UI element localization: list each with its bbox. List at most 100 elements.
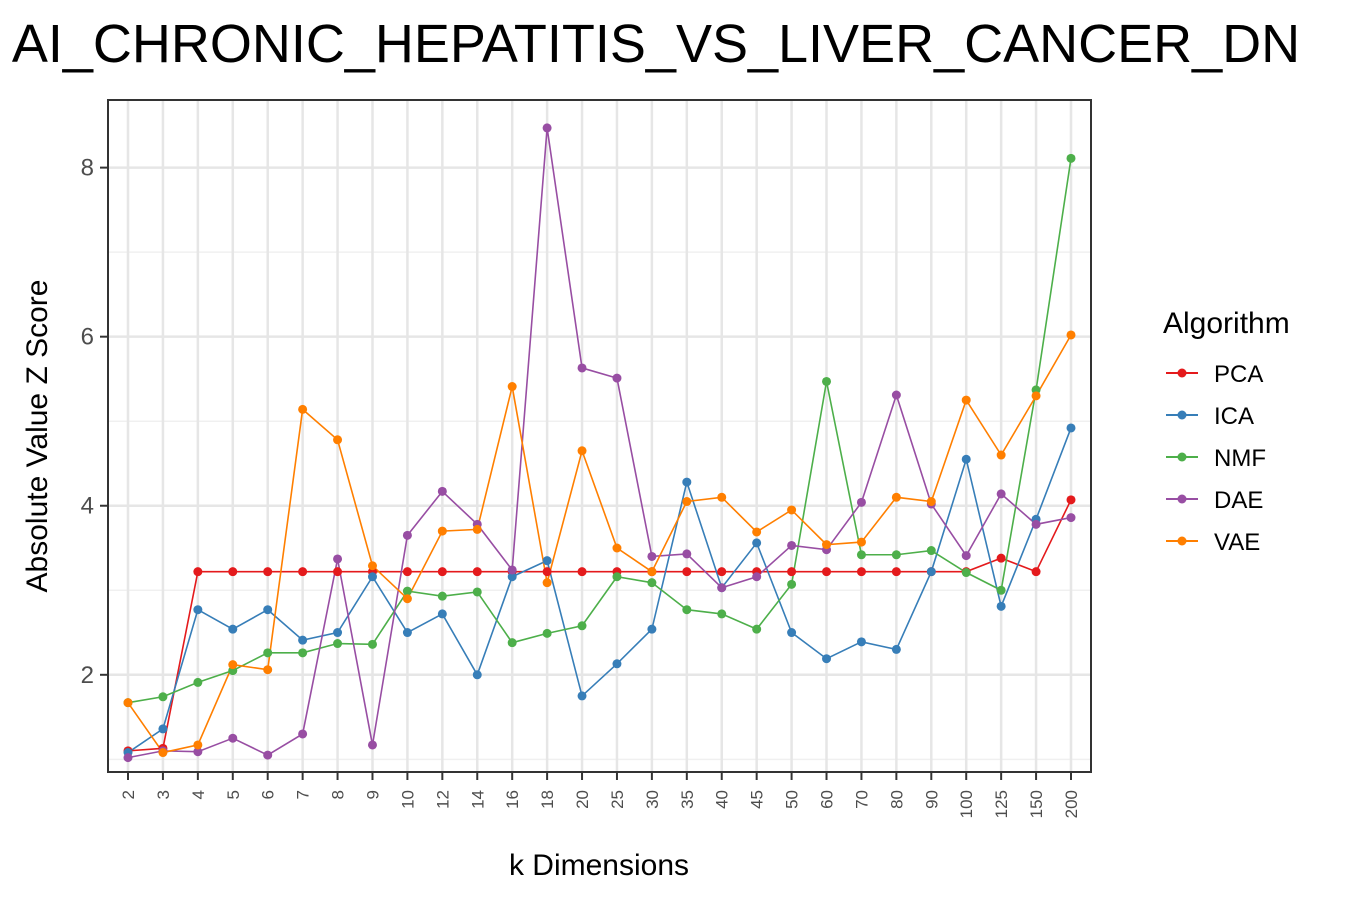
data-point-vae (402, 594, 412, 604)
data-point-vae (647, 567, 657, 577)
x-tick-label: 40 (713, 790, 732, 809)
data-point-ica (577, 691, 587, 701)
x-tick-label: 45 (748, 790, 767, 809)
y-tick-label: 6 (81, 324, 94, 351)
data-point-nmf (263, 648, 273, 658)
data-point-ica (1066, 423, 1076, 433)
data-point-ica (228, 624, 238, 634)
legend-label-nmf: NMF (1214, 445, 1266, 472)
data-point-vae (577, 446, 587, 456)
data-point-dae (717, 583, 727, 593)
data-point-ica (507, 572, 517, 582)
data-point-vae (752, 527, 762, 537)
series-line-ica (127, 427, 1072, 754)
x-tick-label: 7 (294, 790, 313, 799)
data-point-vae (193, 740, 203, 750)
series-line-nmf (127, 158, 1072, 704)
x-tick-label: 70 (852, 790, 871, 809)
data-point-dae (996, 489, 1006, 499)
data-point-ica (682, 477, 692, 487)
data-point-vae (1031, 391, 1041, 401)
data-point-pca (298, 567, 308, 577)
data-point-dae (682, 549, 692, 559)
data-point-pca (228, 567, 238, 577)
data-point-vae (437, 526, 447, 536)
x-tick-label: 10 (398, 790, 417, 809)
data-point-ica (647, 624, 657, 634)
data-point-dae (402, 530, 412, 540)
legend-label-pca: PCA (1214, 361, 1263, 388)
legend-label-vae: VAE (1214, 529, 1260, 556)
x-axis: 2 3 4 5 6 7 8 9 10 12 14 16 18 20 25 30 35 40 45 50 60 70 80 90… (119, 772, 1081, 818)
x-tick-label: 30 (643, 790, 662, 809)
data-point-dae (752, 572, 762, 582)
x-tick-label: 12 (433, 790, 452, 809)
data-point-pca (542, 567, 552, 577)
data-point-nmf (682, 605, 692, 615)
data-point-dae (333, 554, 343, 564)
x-tick-label: 20 (573, 790, 592, 809)
data-point-ica (472, 670, 482, 680)
x-tick-label: 80 (887, 790, 906, 809)
x-tick-label: 100 (957, 790, 976, 818)
x-tick-label: 4 (189, 790, 208, 799)
plot-area (108, 100, 1091, 772)
data-point-nmf (333, 639, 343, 649)
data-point-vae (507, 382, 517, 392)
x-tick-label: 14 (468, 790, 487, 809)
data-point-ica (367, 572, 377, 582)
data-point-nmf (542, 628, 552, 638)
legend: Algorithm PCA ICA NMF DAE VAE (1163, 307, 1290, 556)
data-point-ica (158, 724, 168, 734)
data-point-ica (787, 628, 797, 638)
data-point-vae (298, 404, 308, 414)
series-line-vae (127, 334, 1072, 754)
data-point-nmf (158, 692, 168, 702)
data-point-vae (612, 543, 622, 553)
x-tick-label: 25 (608, 790, 627, 809)
data-point-pca (263, 567, 273, 577)
y-axis-title: Absolute Value Z Score (21, 280, 54, 593)
data-point-pca (717, 567, 727, 577)
data-point-pca (402, 567, 412, 577)
chart-title: AI_CHRONIC_HEPATITIS_VS_LIVER_CANCER_DN (12, 14, 1300, 74)
data-point-pca (822, 567, 832, 577)
data-point-nmf (298, 648, 308, 658)
data-point-pca (891, 567, 901, 577)
data-point-vae (123, 698, 133, 708)
data-point-vae (856, 537, 866, 547)
data-point-dae (1066, 513, 1076, 523)
data-point-dae (507, 565, 517, 575)
x-tick-label: 150 (1027, 790, 1046, 818)
data-point-ica (298, 635, 308, 645)
data-point-dae (263, 750, 273, 760)
data-point-nmf (472, 587, 482, 597)
data-point-vae (682, 497, 692, 507)
data-point-ica (333, 628, 343, 638)
data-point-pca (577, 567, 587, 577)
series-line-pca (127, 499, 1072, 752)
data-point-dae (647, 551, 657, 561)
data-point-nmf (577, 621, 587, 631)
data-point-pca (1031, 567, 1041, 577)
data-point-nmf (1066, 153, 1076, 163)
x-tick-label: 50 (783, 790, 802, 809)
data-point-vae (787, 505, 797, 515)
data-point-ica (263, 605, 273, 615)
x-tick-label: 2 (119, 790, 138, 799)
data-point-nmf (402, 586, 412, 596)
data-point-pca (682, 567, 692, 577)
data-point-pca (996, 553, 1006, 563)
x-tick-label: 200 (1062, 790, 1081, 818)
data-point-vae (263, 665, 273, 675)
data-point-ica (996, 601, 1006, 611)
data-point-vae (542, 578, 552, 588)
data-point-nmf (961, 568, 971, 578)
data-point-nmf (367, 639, 377, 649)
data-point-pca (1066, 495, 1076, 505)
data-point-dae (193, 747, 203, 757)
data-point-nmf (507, 638, 517, 648)
data-point-nmf (752, 624, 762, 634)
legend-key-point-nmf (1177, 452, 1187, 462)
